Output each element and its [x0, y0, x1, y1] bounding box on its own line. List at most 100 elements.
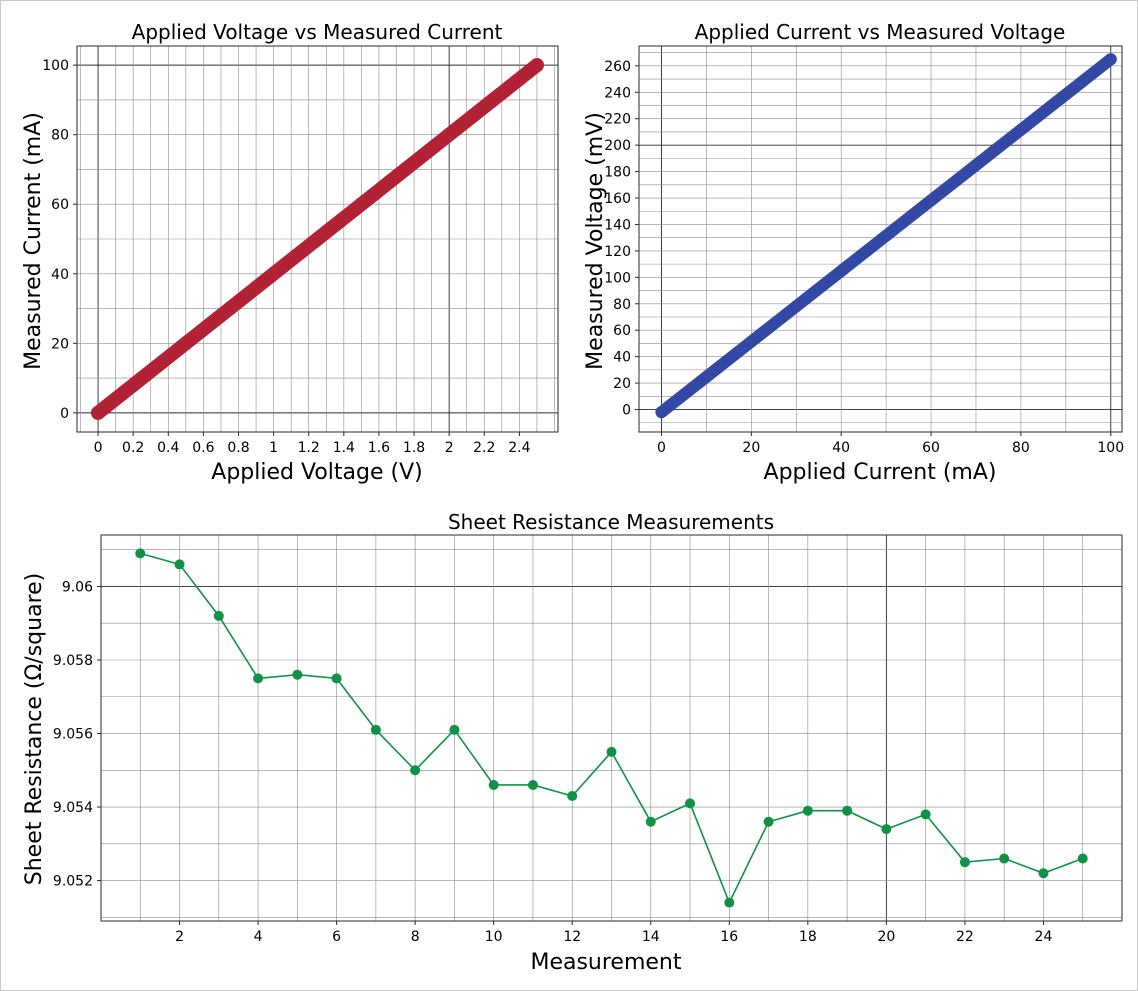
data-point: [700, 370, 713, 383]
data-point: [763, 816, 774, 827]
y-tick-label: 80: [613, 297, 631, 313]
plot-area: [100, 534, 1123, 922]
x-tick-label: 6: [332, 929, 341, 945]
y-tick-label: 260: [604, 59, 631, 75]
chart-title: Applied Voltage vs Measured Current: [132, 20, 503, 44]
x-tick-label: 4: [254, 929, 263, 945]
data-point: [486, 92, 501, 107]
x-tick-label: 0.4: [157, 440, 179, 456]
y-tick-label: 220: [604, 112, 631, 128]
x-tick-label: 40: [832, 440, 850, 456]
grid: [101, 535, 1122, 921]
x-tick-label: 2.4: [508, 440, 530, 456]
y-tick-label: 9.052: [53, 874, 93, 890]
tick-labels: 0 0.2 0.4 0.6 0.8 1 1.2 1.4 1.6 1.8 2 2.2 2.4 0 20 40 60…: [42, 58, 530, 456]
y-tick-label: 60: [51, 197, 69, 213]
data-point: [959, 857, 970, 868]
data-point: [925, 194, 938, 207]
data-series: [135, 548, 1088, 908]
data-point: [745, 335, 758, 348]
data-point: [790, 300, 803, 313]
x-tick-label: 1.2: [298, 440, 320, 456]
plot-area: [76, 45, 559, 433]
y-axis-label: Measured Voltage (mV): [583, 112, 608, 370]
data-point: [410, 765, 421, 776]
data-point: [1104, 53, 1117, 66]
y-tick-label: 0: [622, 403, 631, 419]
data-point: [442, 127, 457, 142]
data-point: [354, 197, 369, 212]
x-tick-label: 2: [175, 929, 184, 945]
data-point: [135, 548, 146, 559]
data-point: [253, 673, 264, 684]
x-tick-label: 16: [720, 929, 738, 945]
tick-labels: 0 20 40 60 80 100 0 20 40 60 80 100 120 140 160 180 200 2…: [604, 59, 1124, 456]
y-tick-label: 80: [51, 128, 69, 144]
y-tick-label: 120: [604, 244, 631, 260]
x-tick-label: 18: [799, 929, 817, 945]
current-voltage-chart: Applied Current vs Measured Voltage Appl…: [583, 20, 1124, 485]
y-tick-label: 200: [604, 138, 631, 154]
y-tick-label: 40: [51, 267, 69, 283]
tick-labels: 2 4 6 8 10 12 14 16 18 20 22 249.0529.0549.0569.058…: [53, 579, 1053, 945]
y-tick-label: 9.054: [53, 800, 93, 816]
y-tick-label: 20: [613, 376, 631, 392]
data-point: [645, 816, 656, 827]
y-tick-label: 240: [604, 85, 631, 101]
y-axis-label: Measured Current (mA): [21, 112, 46, 370]
y-tick-label: 9.06: [62, 579, 93, 595]
data-point: [606, 746, 617, 757]
x-tick-label: 1: [269, 440, 278, 456]
data-point: [527, 779, 538, 790]
x-tick-label: 80: [1012, 440, 1030, 456]
x-tick-label: 20: [742, 440, 760, 456]
data-point: [842, 805, 853, 816]
chart-title: Sheet Resistance Measurements: [448, 510, 774, 534]
sheet-resistance-chart: Sheet Resistance Measurements Measuremen…: [22, 510, 1123, 975]
data-point: [567, 791, 578, 802]
data-series: [655, 53, 1117, 419]
x-tick-label: 12: [563, 929, 581, 945]
data-point: [881, 824, 892, 835]
x-tick-label: 0.2: [122, 440, 144, 456]
data-point: [331, 673, 342, 684]
y-tick-label: 0: [60, 406, 69, 422]
x-tick-label: 1.6: [368, 440, 390, 456]
data-point: [266, 266, 281, 281]
x-tick-label: 24: [1035, 929, 1053, 945]
data-point: [920, 809, 931, 820]
x-tick-label: 8: [411, 929, 420, 945]
y-tick-label: 20: [51, 336, 69, 352]
chart-title: Applied Current vs Measured Voltage: [695, 20, 1066, 44]
data-point: [1059, 88, 1072, 101]
data-point: [134, 371, 149, 386]
x-axis-label: Applied Current (mA): [764, 460, 997, 485]
data-point: [91, 405, 106, 420]
data-point: [1077, 853, 1088, 864]
y-tick-label: 100: [604, 270, 631, 286]
x-tick-label: 100: [1097, 440, 1124, 456]
data-point: [969, 159, 982, 172]
data-point: [213, 610, 224, 621]
x-tick-label: 1.4: [333, 440, 355, 456]
x-axis-label: Applied Voltage (V): [211, 460, 422, 485]
data-point: [1038, 868, 1049, 879]
data-point: [310, 232, 325, 246]
y-tick-label: 40: [613, 350, 631, 366]
x-axis-label: Measurement: [530, 950, 681, 975]
data-point: [398, 162, 413, 177]
data-point: [222, 301, 237, 316]
data-point: [449, 724, 460, 735]
data-point: [999, 853, 1010, 864]
y-tick-label: 140: [604, 217, 631, 233]
data-point: [685, 798, 696, 809]
x-tick-label: 60: [922, 440, 940, 456]
data-point: [724, 897, 735, 908]
x-tick-label: 20: [877, 929, 895, 945]
data-point: [174, 559, 185, 570]
data-point: [835, 264, 848, 277]
x-tick-label: 10: [485, 929, 503, 945]
x-tick-label: 22: [956, 929, 974, 945]
